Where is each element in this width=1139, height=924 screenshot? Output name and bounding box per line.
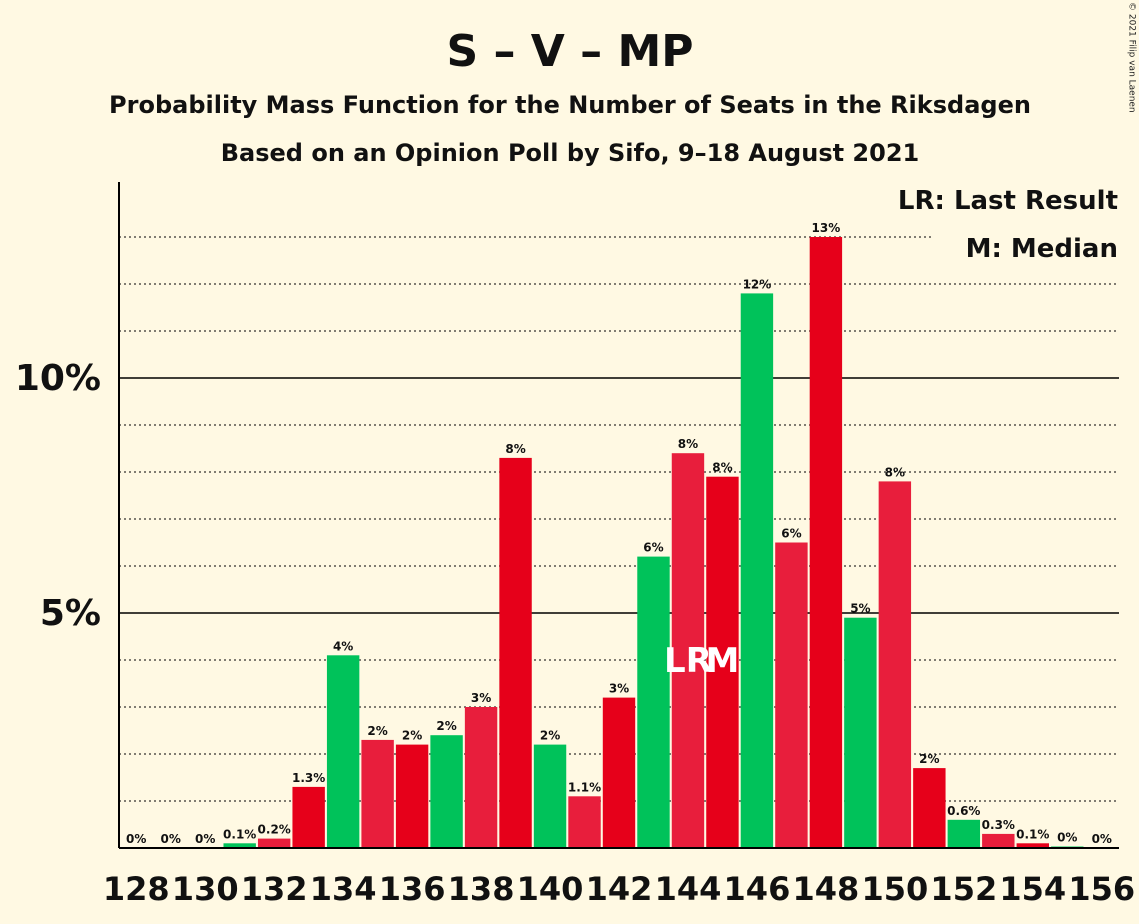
data-label-seat-137: 2%	[436, 719, 456, 733]
data-labels: 0% 0% 0% 0.1% 0.2%1.3%4%2% 2%2%3%8%2%1.1%3%6%…	[126, 221, 1112, 846]
data-label-seat-156: 0%	[1092, 832, 1112, 846]
data-label-seat-134: 4%	[333, 639, 353, 653]
legend-background	[932, 185, 1122, 265]
data-label-seat-140: 2%	[540, 729, 560, 743]
bar-seat-140	[533, 744, 567, 848]
bar-seat-136	[395, 744, 429, 848]
x-tick-label: 128	[103, 870, 170, 908]
data-label-seat-129: 0%	[161, 832, 181, 846]
bar-seat-137	[430, 735, 463, 848]
x-tick-label: 140	[517, 870, 584, 908]
data-label-seat-135: 2%	[367, 724, 387, 738]
y-tick-label: 5%	[40, 593, 101, 634]
markers: LRM	[664, 641, 739, 681]
data-label-seat-131: 0.1%	[223, 827, 256, 841]
bar-seat-144	[671, 453, 705, 848]
data-label-seat-136: 2%	[402, 729, 422, 743]
data-label-seat-147: 6%	[781, 527, 801, 541]
data-label-seat-155: 0%	[1057, 831, 1077, 845]
bar-seat-147	[775, 542, 808, 848]
chart-title: S – V – MP	[446, 26, 693, 77]
chart-subtitle-poll: Based on an Opinion Poll by Sifo, 9–18 A…	[221, 139, 919, 167]
bar-seat-145	[706, 476, 739, 848]
legend-last-result: LR: Last Result	[898, 186, 1118, 216]
data-label-seat-142: 3%	[609, 682, 629, 696]
data-label-seat-144: 8%	[678, 437, 698, 451]
bars	[223, 237, 1084, 848]
data-label-seat-154: 0.1%	[1016, 827, 1049, 841]
bar-seat-143	[637, 556, 670, 848]
bar-seat-153	[982, 833, 1015, 848]
data-label-seat-148: 13%	[812, 221, 841, 235]
bar-seat-133	[292, 786, 325, 848]
data-label-seat-151: 2%	[919, 752, 939, 766]
bar-seat-135	[361, 739, 394, 848]
bar-seat-132	[257, 838, 291, 848]
x-tick-label: 150	[861, 870, 928, 908]
chart-subtitle: Probability Mass Function for the Number…	[109, 91, 1031, 119]
y-tick-labels: 5% 10%	[15, 358, 101, 634]
data-label-seat-130: 0%	[195, 832, 215, 846]
x-tick-label: 154	[999, 870, 1066, 908]
bar-seat-146	[740, 293, 774, 848]
marker-m: M	[706, 641, 740, 681]
bar-seat-139	[499, 457, 532, 848]
data-label-seat-141: 1.1%	[568, 780, 601, 794]
data-label-seat-138: 3%	[471, 691, 491, 705]
x-tick-label: 130	[172, 870, 239, 908]
data-label-seat-150: 8%	[885, 465, 905, 479]
bar-seat-152	[947, 819, 981, 848]
x-tick-label: 156	[1068, 870, 1135, 908]
bar-seat-150	[878, 481, 912, 848]
bar-seat-131	[223, 843, 256, 848]
data-label-seat-149: 5%	[850, 602, 870, 616]
data-label-seat-139: 8%	[505, 442, 525, 456]
bar-seat-148	[809, 237, 843, 848]
y-tick-label: 10%	[15, 358, 101, 399]
bar-seat-138	[464, 707, 498, 848]
x-tick-label: 142	[586, 870, 653, 908]
x-tick-label: 146	[724, 870, 791, 908]
x-tick-label: 148	[792, 870, 859, 908]
data-label-seat-153: 0.3%	[982, 818, 1015, 832]
data-label-seat-128: 0%	[126, 832, 146, 846]
legend-median: M: Median	[966, 234, 1118, 264]
x-tick-labels: 128 130 132 134 136 138 140 142 144 146 148 150 152 1…	[103, 870, 1135, 908]
bar-seat-154	[1016, 843, 1049, 848]
x-tick-label: 138	[448, 870, 515, 908]
bar-seat-151	[913, 768, 946, 848]
data-label-seat-152: 0.6%	[947, 804, 980, 818]
x-tick-label: 144	[655, 870, 722, 908]
data-label-seat-143: 6%	[643, 541, 663, 555]
x-tick-label: 134	[310, 870, 377, 908]
data-label-seat-133: 1.3%	[292, 771, 325, 785]
bar-seat-149	[844, 617, 877, 848]
copyright-note: © 2021 Filip van Laenen	[1126, 2, 1136, 113]
bar-seat-134	[326, 655, 360, 848]
bar-seat-141	[568, 796, 601, 848]
marker-lr: LR	[664, 641, 712, 681]
data-label-seat-146: 12%	[743, 277, 772, 291]
x-tick-label: 152	[930, 870, 997, 908]
x-tick-label: 136	[379, 870, 446, 908]
x-tick-label: 132	[241, 870, 308, 908]
data-label-seat-132: 0.2%	[258, 823, 291, 837]
bar-seat-142	[602, 697, 636, 848]
data-label-seat-145: 8%	[712, 461, 732, 475]
